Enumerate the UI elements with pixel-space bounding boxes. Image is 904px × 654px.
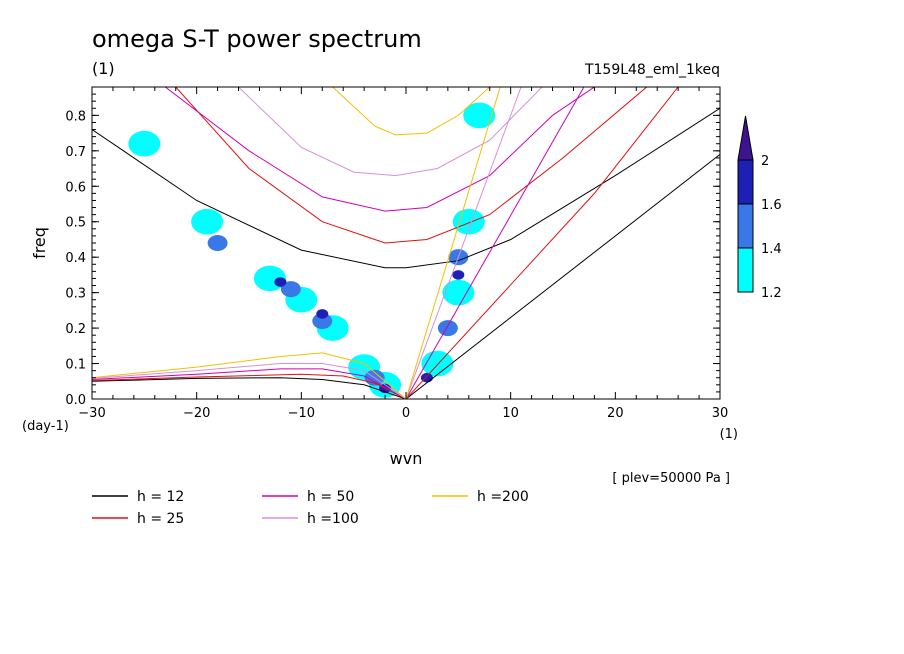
chart-subtitle-left: (1) — [92, 59, 115, 78]
x-tick-label-1: −20 — [183, 406, 210, 421]
y-tick-label-8: 0.8 — [65, 109, 86, 124]
curve-er-3 — [92, 363, 407, 399]
curve-kelvin-0 — [405, 154, 720, 399]
curve-er-1 — [92, 373, 407, 399]
pressure-level-annotation: [ plev=50000 Pa ] — [612, 471, 730, 486]
y-axis-unit: (day-1) — [22, 419, 69, 434]
curve-er-4 — [92, 352, 407, 399]
colorbar-label-1: 1.4 — [761, 242, 782, 257]
y-tick-label-1: 0.1 — [65, 358, 86, 373]
curve-ig-1 — [174, 87, 648, 244]
legend-label-1: h = 25 — [137, 511, 184, 527]
curve-ig-4 — [332, 87, 491, 136]
x-tick-label-2: −10 — [288, 406, 315, 421]
colorbar: 1.2 1.4 1.6 2 — [737, 115, 782, 301]
x-tick-label-0: −30 — [78, 406, 105, 421]
y-axis-label: freq — [30, 227, 49, 259]
power-blob-15 — [437, 320, 458, 337]
colorbar-segment-0 — [737, 247, 754, 293]
legend-label-4: h =200 — [477, 489, 529, 505]
x-tick-label-3: 0 — [402, 406, 410, 421]
curve-er-2 — [92, 368, 407, 399]
curve-ig-2 — [164, 87, 595, 212]
x-axis-unit: (1) — [720, 427, 738, 442]
legend-label-2: h = 50 — [307, 489, 354, 505]
colorbar-segment-2 — [737, 159, 754, 205]
x-tick-label-4: 10 — [502, 406, 519, 421]
y-tick-label-7: 0.7 — [65, 145, 86, 160]
curve-kelvin-1 — [405, 87, 679, 399]
power-blob-0 — [191, 208, 224, 235]
dispersion-curves — [92, 87, 720, 399]
colorbar-arrow — [737, 115, 754, 161]
curve-kelvin-3 — [405, 87, 522, 399]
legend-label-3: h =100 — [307, 511, 359, 527]
y-tick-label-0: 0.0 — [65, 393, 86, 408]
power-blob-21 — [452, 270, 465, 280]
power-blob-11 — [207, 235, 228, 251]
chart-title: omega S-T power spectrum — [92, 25, 422, 53]
x-axis: −30 −20 −10 0 10 20 30 — [78, 87, 728, 421]
power-blob-18 — [316, 309, 329, 319]
chart-subtitle-right: T159L48_eml_1keq — [584, 62, 720, 78]
legend-label-0: h = 12 — [137, 489, 184, 505]
y-tick-label-3: 0.3 — [65, 287, 86, 302]
x-tick-label-5: 20 — [607, 406, 624, 421]
x-tick-label-6: 30 — [712, 406, 729, 421]
power-blob-7 — [442, 279, 475, 306]
curve-kelvin-2 — [405, 87, 585, 399]
y-tick-label-4: 0.4 — [65, 251, 86, 266]
curve-ig-3 — [238, 87, 543, 177]
y-tick-label-6: 0.6 — [65, 180, 86, 195]
curve-ig-0 — [92, 107, 720, 269]
colorbar-label-0: 1.2 — [761, 286, 782, 301]
y-tick-label-2: 0.2 — [65, 322, 86, 337]
power-blob-8 — [452, 208, 485, 235]
colorbar-label-2: 1.6 — [761, 198, 782, 213]
curve-er-0 — [92, 377, 407, 399]
power-blob-17 — [274, 277, 287, 287]
y-axis: 0.0 0.1 0.2 0.3 0.4 0.5 0.6 0.7 0.8 — [65, 93, 720, 408]
power-blob-13 — [312, 313, 333, 329]
x-axis-label: wvn — [390, 449, 423, 468]
power-blob-12 — [280, 281, 301, 298]
power-blob-10 — [128, 130, 161, 157]
curve-kelvin-4 — [405, 87, 501, 399]
colorbar-segment-1 — [737, 203, 754, 249]
power-blob-9 — [463, 102, 496, 129]
colorbar-label-3: 2 — [761, 154, 769, 169]
legend: h = 12 h = 25 h = 50 h =100 h =200 — [92, 489, 529, 527]
y-tick-label-5: 0.5 — [65, 216, 86, 231]
